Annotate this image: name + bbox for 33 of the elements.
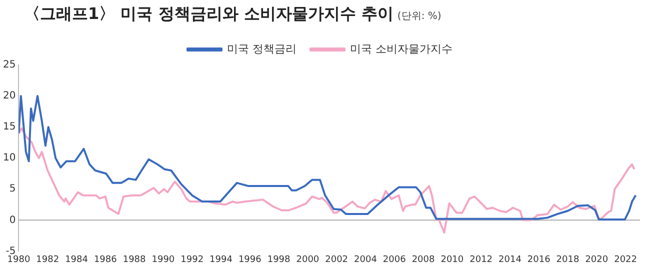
y-tick-label: -5	[6, 246, 16, 257]
chart-title: 〈그래프1〉 미국 정책금리와 소비자물가지수 추이	[24, 4, 394, 23]
y-tick-label: 15	[2, 122, 16, 133]
x-tick-label: 2010	[440, 254, 464, 265]
x-tick-label: 1990	[152, 254, 175, 265]
legend-label: 미국 소비자물가지수	[350, 42, 452, 56]
x-tick-label: 2022	[614, 254, 638, 265]
x-tick-label: 2012	[470, 254, 493, 265]
x-tick-label: 2002	[325, 254, 348, 265]
x-tick-label: 1992	[180, 254, 204, 265]
x-tick-label: 2014	[498, 254, 522, 265]
y-tick-label: 20	[2, 90, 16, 102]
x-tick-label: 2000	[296, 254, 320, 265]
x-tick-label: 1994	[210, 254, 233, 265]
chart-subtitle: (단위: %)	[397, 11, 442, 22]
x-tick-label: 1986	[94, 254, 118, 265]
x-tick-label: 1984	[65, 254, 88, 265]
y-tick-label: 0	[9, 214, 16, 226]
x-tick-label: 2008	[412, 254, 435, 265]
y-tick-label: 10	[2, 152, 16, 164]
x-tick-label: 2020	[585, 254, 608, 265]
x-tick-label: 2006	[382, 254, 406, 265]
x-tick-label: 1982	[36, 254, 60, 265]
y-tick-label: 25	[2, 60, 16, 71]
x-tick-label: 2004	[354, 254, 378, 265]
x-tick-label: 1980	[7, 254, 30, 265]
x-tick-label: 2018	[556, 254, 580, 265]
x-tick-label: 2016	[527, 254, 551, 265]
y-tick-label: 5	[9, 184, 16, 195]
x-tick-label: 1998	[267, 254, 291, 265]
x-tick-label: 1988	[122, 254, 146, 265]
legend-label: 미국 정책금리	[227, 42, 297, 56]
x-tick-label: 1996	[238, 254, 262, 265]
